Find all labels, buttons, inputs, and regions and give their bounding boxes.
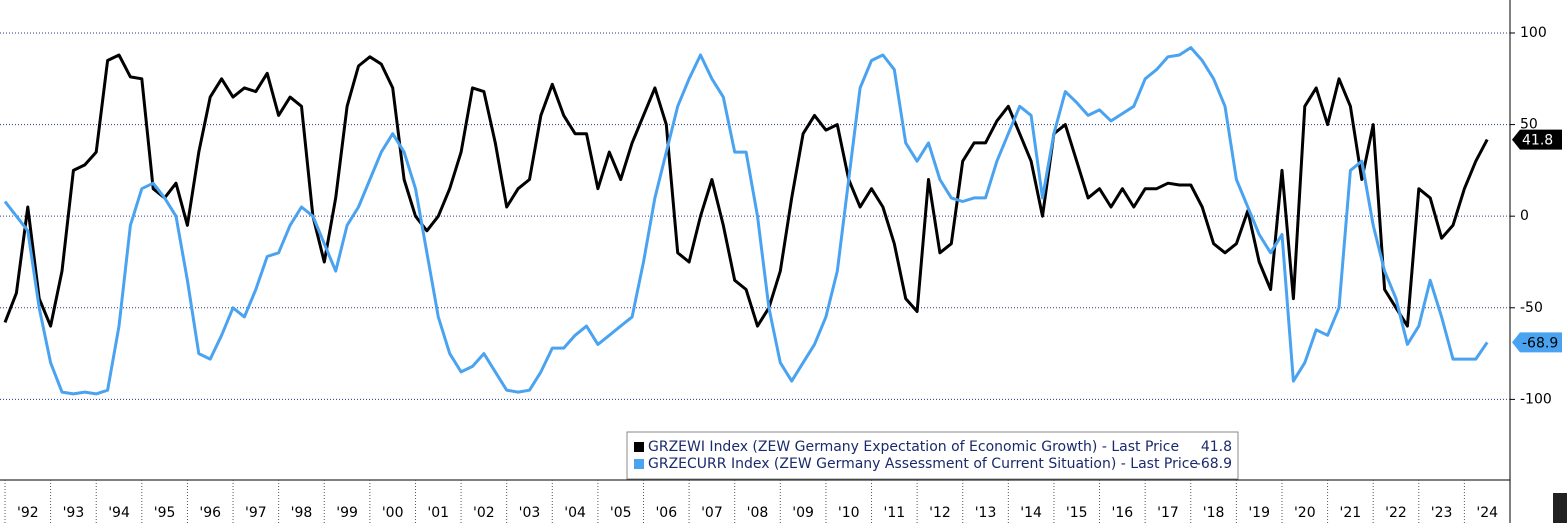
x-tick-label: '09 xyxy=(792,505,814,521)
x-tick-label: '07 xyxy=(701,505,723,521)
tag-label: 41.8 xyxy=(1522,133,1553,149)
x-tick-label: '15 xyxy=(1066,505,1088,521)
x-tick-label: '12 xyxy=(929,505,951,521)
legend-value: 41.8 xyxy=(1201,439,1232,455)
legend-label: GRZEWI Index (ZEW Germany Expectation of… xyxy=(648,439,1179,455)
x-tick-label: '05 xyxy=(610,505,632,521)
x-tick-label: '06 xyxy=(655,505,677,521)
tag-shape xyxy=(1512,129,1562,150)
x-tick-label: '19 xyxy=(1248,505,1270,521)
x-tick-label: '16 xyxy=(1112,505,1134,521)
x-tick-label: '03 xyxy=(519,505,541,521)
legend-label: GRZECURR Index (ZEW Germany Assessment o… xyxy=(648,456,1198,472)
x-tick-label: '13 xyxy=(975,505,997,521)
legend-swatch xyxy=(634,459,644,469)
last-value-tag: 41.8 xyxy=(1512,129,1562,150)
x-tick-label: '04 xyxy=(564,505,586,521)
x-tick-label: '08 xyxy=(747,505,769,521)
y-tick-label: -100 xyxy=(1520,391,1552,407)
y-tick-label: 50 xyxy=(1520,117,1538,133)
legend-box xyxy=(626,431,1239,480)
x-tick-label: '98 xyxy=(291,505,313,521)
x-tick-label: '00 xyxy=(382,505,404,521)
x-tick-label: '14 xyxy=(1020,505,1042,521)
x-tick-label: '95 xyxy=(154,505,176,521)
x-tick-label: '23 xyxy=(1431,505,1453,521)
legend-value: -68.9 xyxy=(1196,456,1232,472)
x-tick-label: '92 xyxy=(17,505,39,521)
x-tick-label: '18 xyxy=(1203,505,1225,521)
tag-label: -68.9 xyxy=(1522,335,1558,351)
x-tick-label: '22 xyxy=(1385,505,1407,521)
x-tick-label: '11 xyxy=(883,505,905,521)
x-tick-label: '01 xyxy=(427,505,449,521)
legend: GRZEWI Index (ZEW Germany Expectation of… xyxy=(626,431,1239,480)
y-tick-label: 100 xyxy=(1520,25,1547,41)
last-value-tag: -68.9 xyxy=(1512,332,1562,353)
x-tick-label: '17 xyxy=(1157,505,1179,521)
x-tick-label: '93 xyxy=(63,505,85,521)
x-tick-label: '10 xyxy=(838,505,860,521)
x-tick-label: '97 xyxy=(245,505,267,521)
line-series xyxy=(3,46,1489,396)
corner-icon xyxy=(1553,493,1567,523)
tag-shape xyxy=(1512,332,1562,353)
x-tick-label: '02 xyxy=(473,505,495,521)
x-tick-label: '20 xyxy=(1294,505,1316,521)
x-tick-label: '96 xyxy=(199,505,221,521)
x-tick-label: '21 xyxy=(1340,505,1362,521)
y-tick-label: -50 xyxy=(1520,300,1543,316)
line-series xyxy=(3,53,1489,328)
x-tick-label: '24 xyxy=(1476,505,1498,521)
x-tick-label: '99 xyxy=(336,505,358,521)
legend-swatch xyxy=(634,442,644,452)
y-tick-label: 0 xyxy=(1520,208,1529,224)
x-tick-label: '94 xyxy=(108,505,130,521)
